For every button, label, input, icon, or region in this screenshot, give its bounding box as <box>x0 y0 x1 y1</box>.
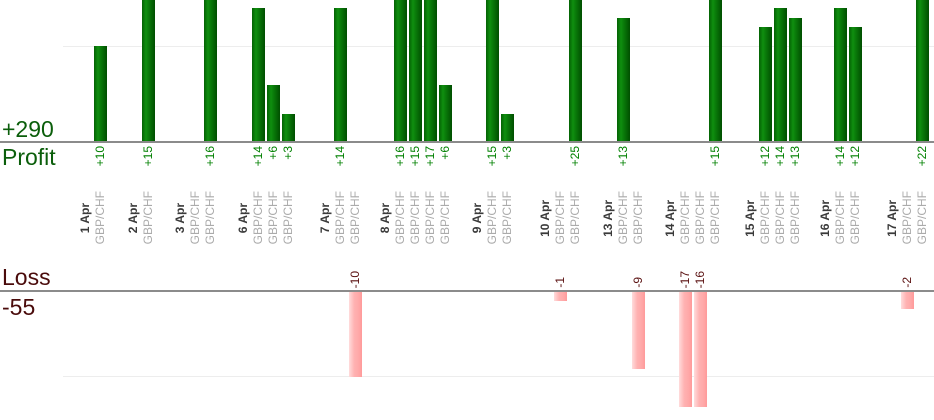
profit-bar <box>94 46 107 143</box>
profit-bar <box>394 0 407 143</box>
profit-bar <box>409 0 422 143</box>
profit-plot-area <box>0 0 934 143</box>
profit-bar <box>849 27 862 143</box>
loss-value-label: -17 <box>678 270 692 288</box>
loss-bar <box>901 292 914 309</box>
loss-value-label: -10 <box>348 270 362 288</box>
loss-axis-title: Loss <box>2 264 51 290</box>
profit-bar <box>282 114 295 143</box>
loss-value-label: -1 <box>553 277 567 288</box>
loss-bar <box>694 292 707 407</box>
profit-bar <box>204 0 217 143</box>
profit-bar <box>424 0 437 143</box>
loss-gridline <box>63 376 934 377</box>
loss-bar <box>349 292 362 377</box>
profit-axis-line <box>0 141 934 143</box>
profit-bar <box>267 85 280 143</box>
loss-bar <box>679 292 692 407</box>
loss-value-label: -2 <box>900 277 914 288</box>
profit-bar <box>252 8 265 143</box>
loss-value-label: -9 <box>631 277 645 288</box>
profit-bar <box>569 0 582 143</box>
loss-total: -55 <box>2 294 36 320</box>
loss-bar <box>632 292 645 369</box>
profit-bar <box>142 0 155 143</box>
profit-bar <box>774 8 787 143</box>
profit-bar <box>501 114 514 143</box>
profit-bar <box>334 8 347 143</box>
loss-value-label: -16 <box>693 270 707 288</box>
profit-bar <box>617 18 630 143</box>
profit-bar <box>709 0 722 143</box>
loss-bar <box>554 292 567 301</box>
profit-bar <box>759 27 772 143</box>
loss-plot-area <box>0 292 934 407</box>
profit-total: +290 <box>2 116 54 142</box>
loss-axis-line <box>0 290 934 292</box>
profit-bar <box>916 0 929 143</box>
profit-axis-title: Profit <box>2 144 56 170</box>
profit-bar <box>834 8 847 143</box>
profit-bar <box>486 0 499 143</box>
profit-bar <box>439 85 452 143</box>
profit-bar <box>789 18 802 143</box>
